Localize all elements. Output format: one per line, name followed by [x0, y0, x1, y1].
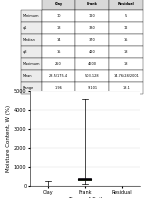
PathPatch shape	[79, 178, 91, 180]
Bar	[79, 179, 91, 180]
X-axis label: Types of Soil: Types of Soil	[68, 197, 102, 198]
Y-axis label: Moisture Content, W (%): Moisture Content, W (%)	[6, 105, 11, 172]
